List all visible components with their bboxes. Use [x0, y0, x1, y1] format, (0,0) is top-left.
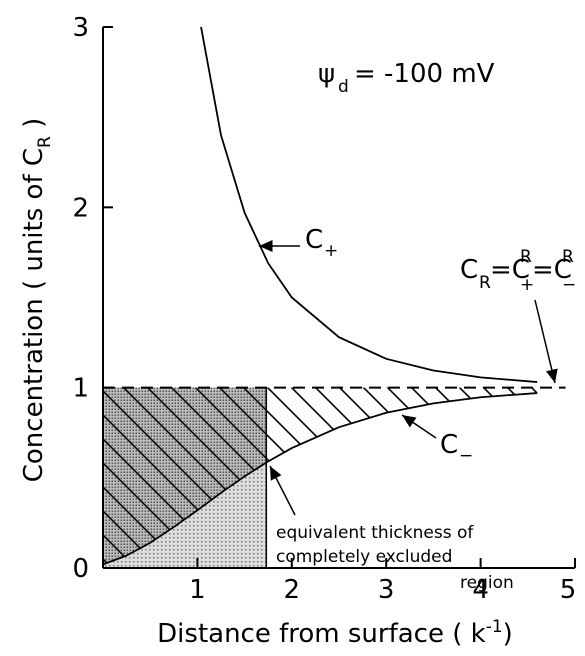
psi-sub: d: [338, 77, 349, 97]
x-tick-label: 4: [472, 575, 489, 605]
shading: [103, 387, 538, 568]
arrow: [401, 414, 437, 439]
cr-label: +: [520, 275, 534, 295]
depleted-region: [103, 387, 267, 565]
excluded-note: completely excluded: [276, 547, 452, 567]
c-minus: C: [440, 430, 458, 460]
psi-symbol: ψ: [318, 59, 335, 89]
c-plus: C: [305, 225, 323, 255]
x-tick-label: 1: [189, 575, 206, 605]
c-minus-sub: −: [459, 446, 473, 466]
arrow: [534, 299, 558, 384]
cr-label: C: [460, 255, 478, 285]
y-tick-label: 1: [72, 374, 89, 404]
excluded-note: equivalent thickness of: [276, 523, 474, 543]
x-tick-label: 2: [284, 575, 301, 605]
cr-label: =C: [490, 255, 530, 285]
c-plus-sub: +: [324, 241, 338, 261]
excluded-note: region: [460, 573, 514, 593]
x-axis-label: Distance from surface ( k-1): [157, 617, 513, 649]
cr-label: =C: [532, 255, 572, 285]
cr-label: −: [562, 275, 576, 295]
cr-label: R: [562, 247, 574, 267]
curve: [103, 392, 538, 566]
depleted-region: [266, 387, 538, 463]
cr-label: R: [479, 273, 491, 293]
plot: 0 1 2 3 1 2 3 4 5: [72, 13, 577, 605]
cr-label: R: [520, 247, 532, 267]
x-tick-label: 3: [378, 575, 395, 605]
arrow: [269, 465, 296, 516]
y-tick-label: 0: [72, 554, 89, 584]
y-tick-label: 3: [72, 13, 89, 43]
x-tick-label: 5: [560, 575, 577, 605]
curve: [200, 27, 538, 383]
psi-text: = -100 mV: [354, 59, 495, 89]
y-tick-label: 2: [72, 193, 89, 223]
y-axis-label: Concentration ( units of CR ): [19, 118, 55, 483]
